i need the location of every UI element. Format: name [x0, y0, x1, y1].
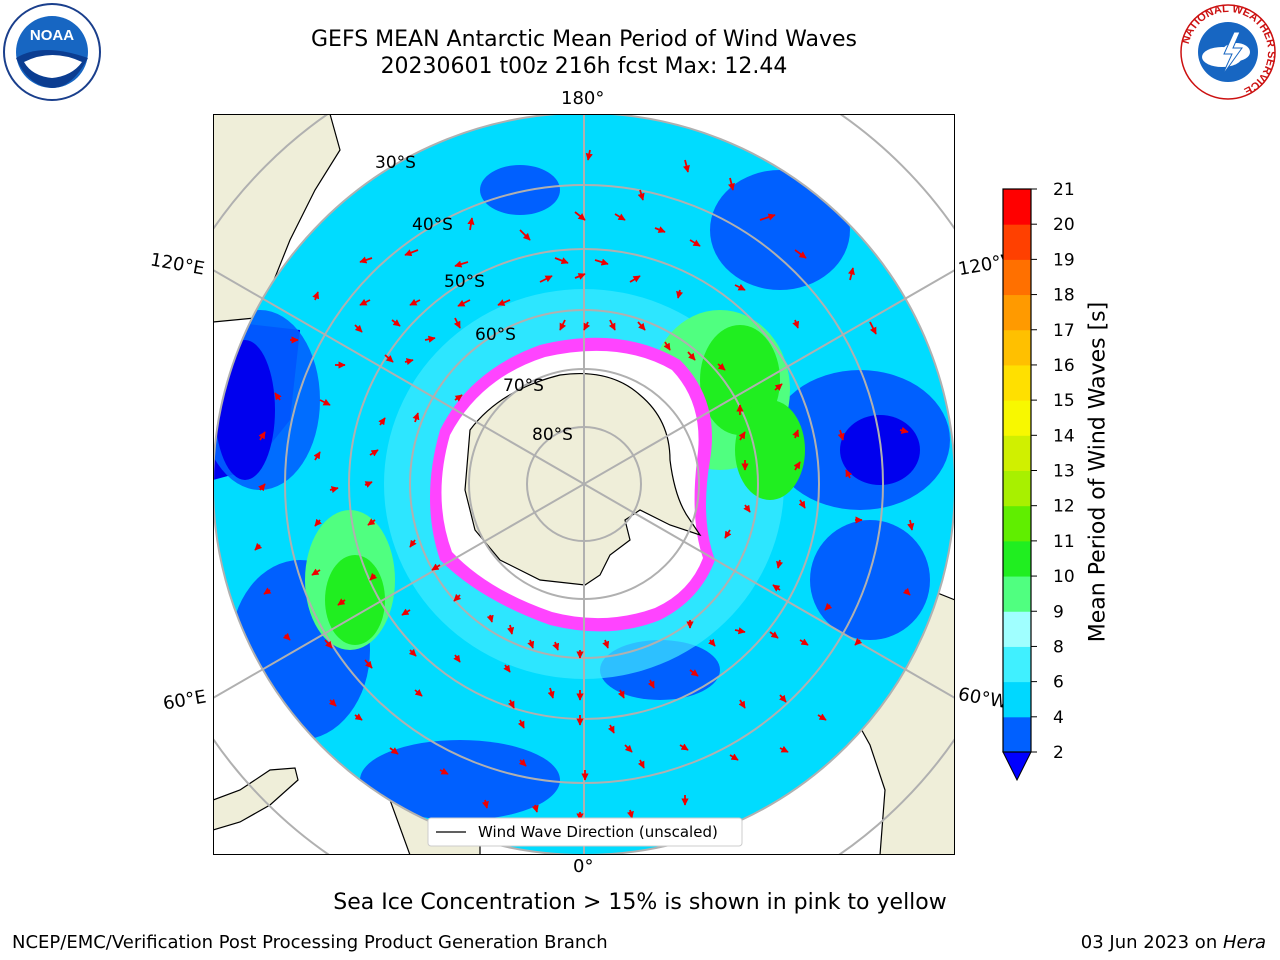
colorbar-segment	[1003, 329, 1031, 366]
colorbar-segment	[1003, 540, 1031, 577]
footer-date: 03 Jun 2023 on Hera	[1081, 932, 1266, 953]
colorbar-segment	[1003, 576, 1031, 612]
lat-label-60s: 60°S	[475, 325, 516, 345]
lat-label-40s: 40°S	[412, 215, 453, 235]
lat-label-30s: 30°S	[375, 153, 416, 173]
colorbar-segments	[1003, 189, 1031, 753]
map-legend: Wind Wave Direction (unscaled)	[427, 817, 743, 847]
colorbar-tick-label: 2	[1053, 743, 1064, 763]
map-subtitle-forecast: 20230601 t00z 216h fcst Max: 12.44	[380, 54, 788, 79]
polar-map: 30°S 40°S 50°S 60°S 70°S 80°S Wind Wave …	[213, 114, 955, 855]
colorbar-tick-label: 21	[1053, 180, 1075, 200]
lon-label-0: 0°	[573, 856, 594, 877]
lon-label-120e: 120°E	[148, 249, 207, 280]
lat-label-80s: 80°S	[532, 425, 573, 445]
colorbar-segment	[1003, 646, 1031, 683]
colorbar-extend-arrow	[1002, 751, 1032, 782]
colorbar: 2 4 6 8 9 10 11 12 13 14 15 16 17 18 19 20 21	[1002, 180, 1075, 782]
colorbar-tick-label: 10	[1053, 567, 1075, 587]
noaa-logo-text: NOAA	[30, 27, 74, 44]
antarctica	[464, 372, 702, 586]
colorbar-tick-label: 20	[1053, 215, 1075, 235]
colorbar-segment	[1003, 259, 1031, 296]
colorbar-label: Mean Period of Wind Waves [s]	[1085, 301, 1111, 643]
noaa-logo: NOAA	[3, 3, 101, 101]
footer-date-text: 03 Jun 2023 on	[1080, 932, 1223, 953]
wind-wave-arrows	[254, 149, 915, 821]
colorbar-segment	[1003, 681, 1031, 718]
lon-label-60e: 60°E	[161, 686, 208, 715]
colorbar-tick-label: 19	[1053, 250, 1075, 270]
colorbar-segment	[1003, 470, 1031, 507]
colorbar-segment	[1003, 611, 1031, 647]
colorbar-tick-label: 11	[1053, 532, 1075, 552]
colorbar-segment	[1003, 364, 1031, 401]
colorbar-tick-label: 17	[1053, 321, 1075, 341]
footer-branch: NCEP/EMC/Verification Post Processing Pr…	[12, 932, 608, 953]
colorbar-segment	[1003, 435, 1031, 471]
footer-machine: Hera	[1222, 932, 1266, 953]
colorbar-tick-label: 9	[1053, 602, 1064, 622]
colorbar-ticks: 2 4 6 8 9 10 11 12 13 14 15 16 17 18 19 20 21	[1031, 180, 1075, 763]
colorbar-segment	[1003, 400, 1031, 436]
colorbar-segment	[1003, 716, 1031, 753]
colorbar-tick-label: 15	[1053, 391, 1075, 411]
map-title: GEFS MEAN Antarctic Mean Period of Wind …	[311, 27, 857, 52]
lon-label-180: 180°	[561, 88, 605, 109]
colorbar-segment	[1003, 224, 1031, 260]
colorbar-tick-label: 6	[1053, 673, 1064, 693]
nws-logo: NATIONAL WEATHER SERVICE	[1180, 3, 1277, 100]
colorbar-segment	[1003, 294, 1031, 331]
colorbar-tick-label: 8	[1053, 637, 1064, 657]
colorbar-tick-label: 16	[1053, 356, 1075, 376]
colorbar-tick-label: 14	[1053, 426, 1075, 446]
legend-label: Wind Wave Direction (unscaled)	[478, 823, 718, 841]
graticule	[213, 114, 955, 855]
colorbar-tick-label: 18	[1053, 286, 1075, 306]
lat-label-50s: 50°S	[444, 272, 485, 292]
colorbar-tick-label: 12	[1053, 497, 1075, 517]
colorbar-tick-label: 4	[1053, 708, 1064, 728]
sea-ice-note: Sea Ice Concentration > 15% is shown in …	[333, 890, 947, 915]
colorbar-tick-label: 13	[1053, 462, 1075, 482]
colorbar-segment	[1003, 505, 1031, 542]
colorbar-segment	[1003, 189, 1031, 225]
lat-label-70s: 70°S	[503, 376, 544, 396]
